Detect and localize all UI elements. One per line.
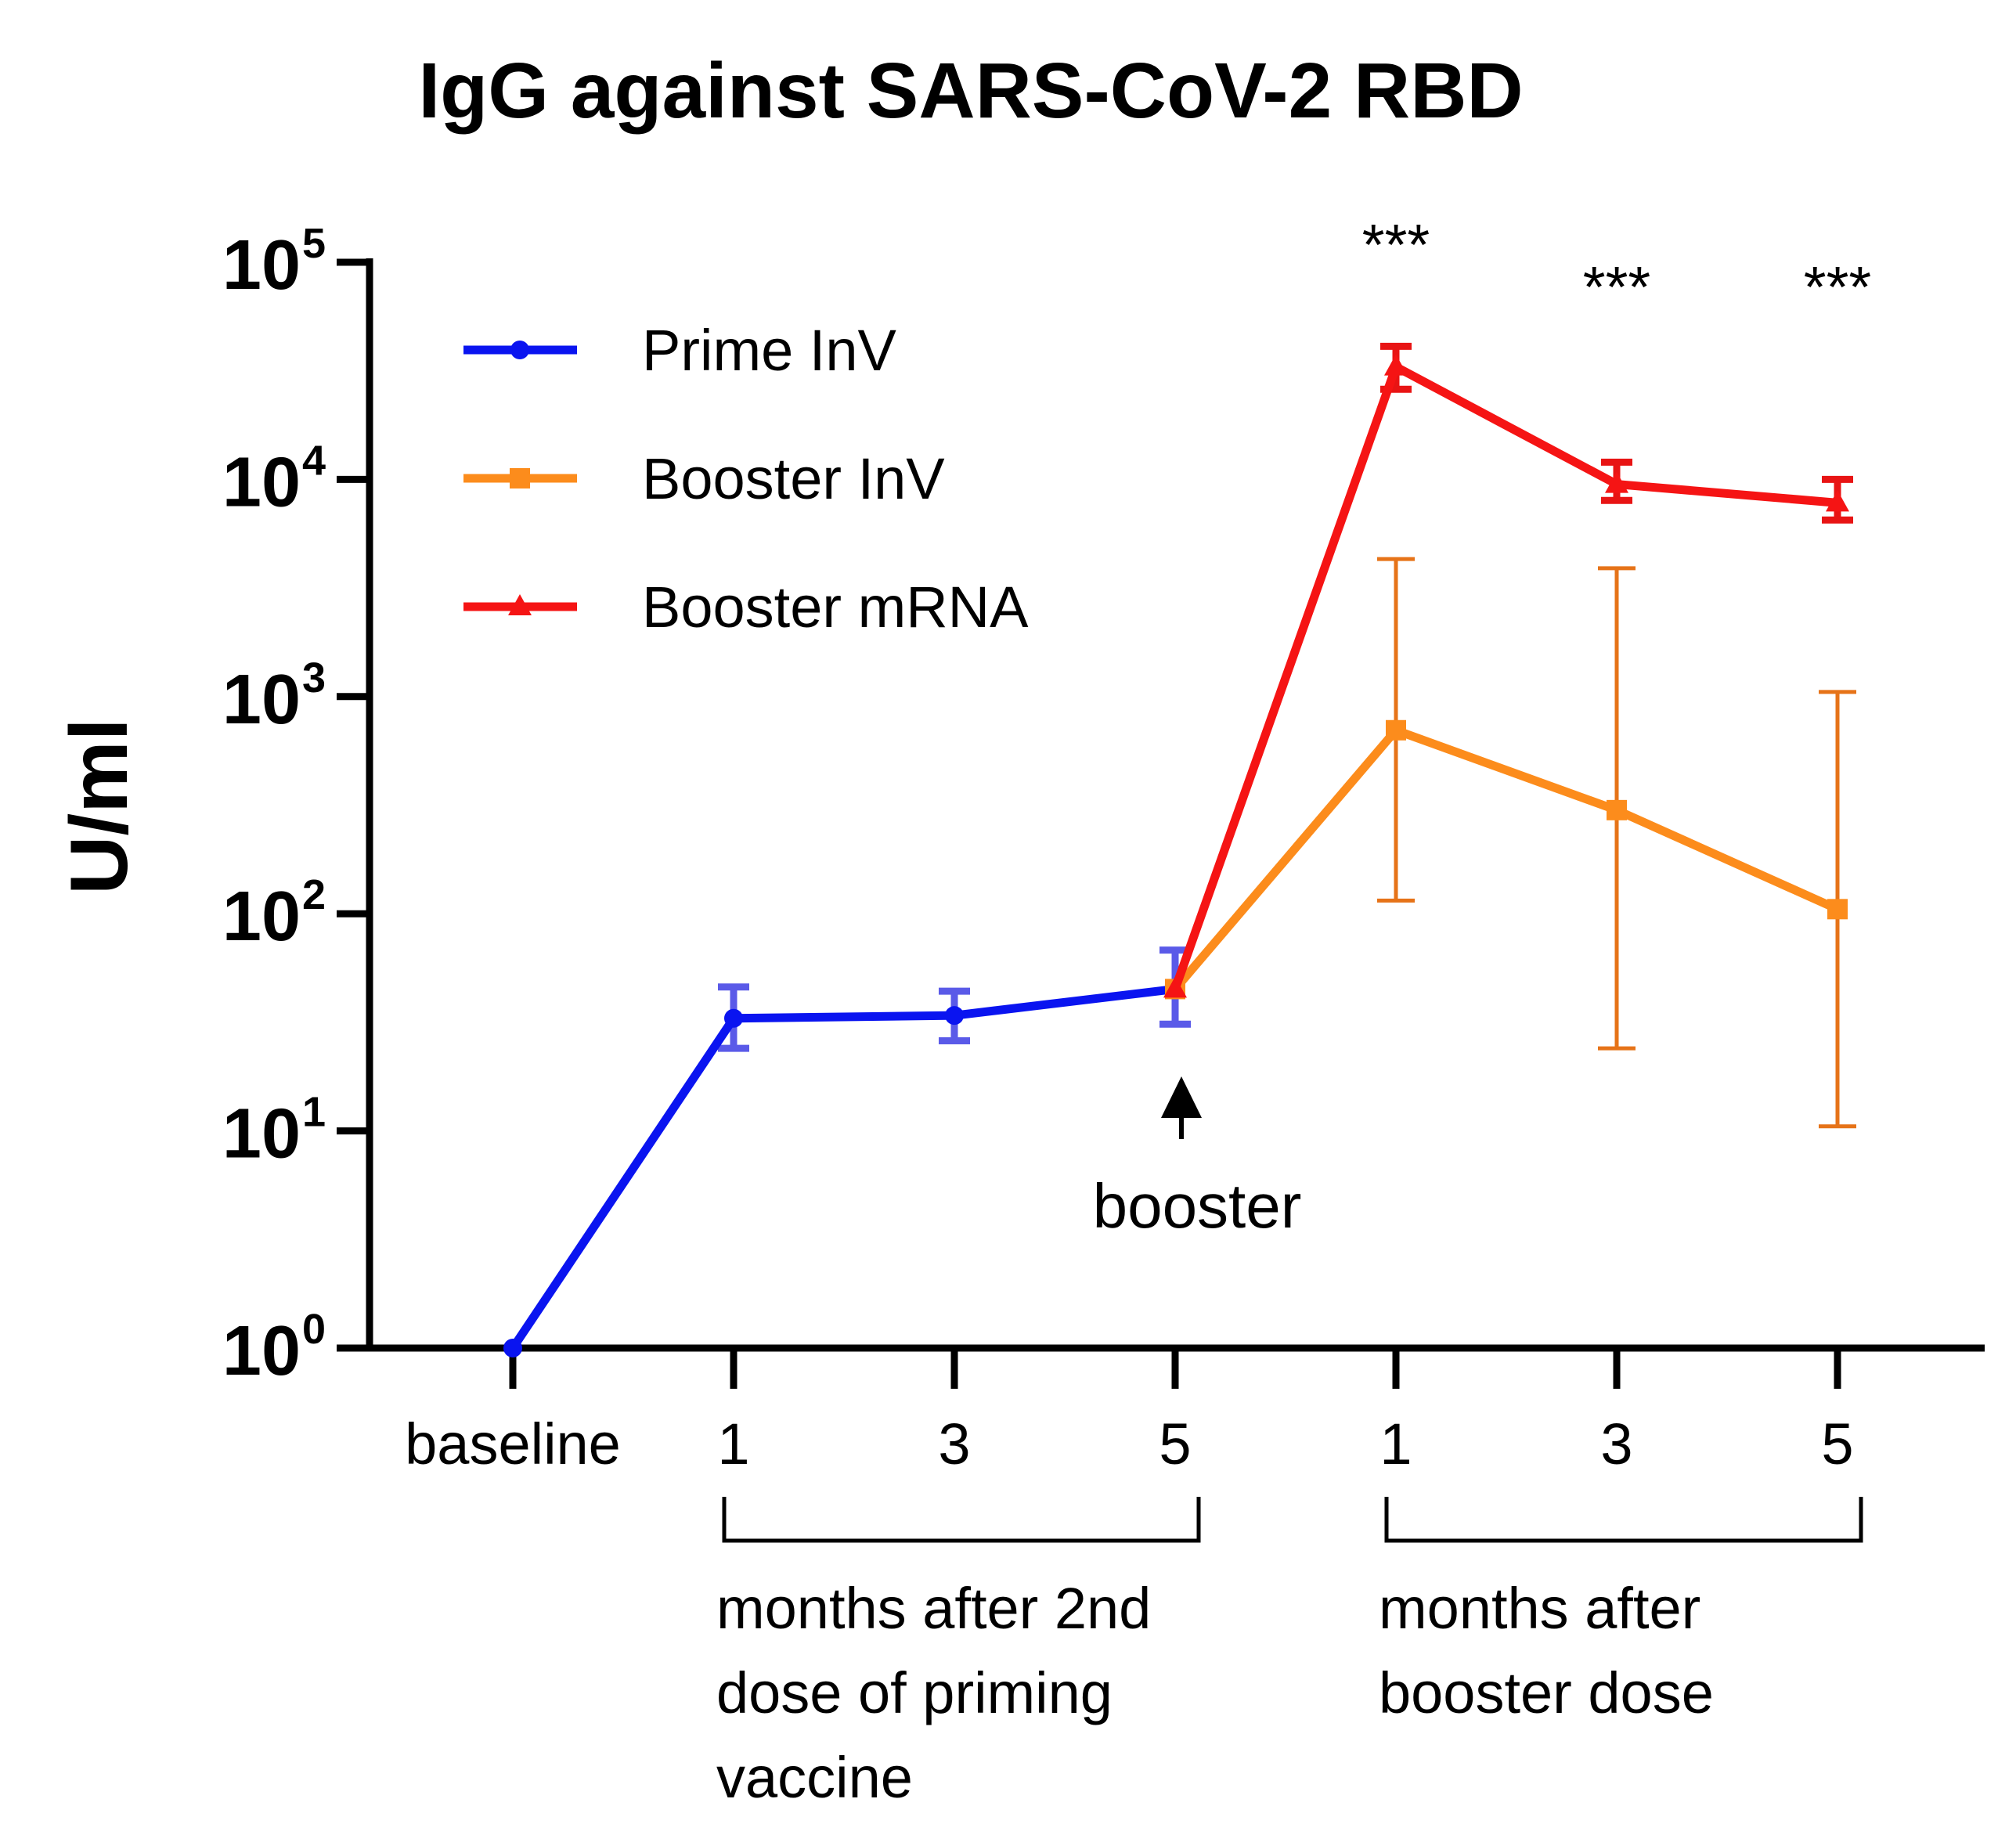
data-point [724, 1008, 743, 1028]
y-axis-label: U/ml [54, 718, 145, 894]
legend-swatch-marker [510, 341, 529, 359]
legend-swatch-marker [510, 468, 530, 488]
data-point [1826, 490, 1849, 512]
y-tick-label: 10 [222, 443, 301, 521]
legend-swatch-marker [508, 594, 532, 615]
y-tick-exponent: 2 [302, 871, 326, 918]
data-point [1827, 899, 1848, 920]
legend-item: Prime InV [463, 318, 897, 383]
significance-marker: *** [1362, 212, 1430, 277]
x-group-label: months after [1379, 1576, 1700, 1641]
data-point [1163, 976, 1187, 998]
booster-arrow-head [1161, 1076, 1202, 1118]
data-point [1384, 354, 1408, 376]
significance-marker: *** [1583, 254, 1650, 319]
series-line [509, 984, 1176, 1351]
y-tick-exponent: 0 [302, 1306, 326, 1353]
series-line [1171, 726, 1840, 992]
series-booster-inv [1165, 557, 1856, 1129]
y-tick-label: 10 [222, 226, 301, 305]
x-tick-label: 1 [717, 1411, 749, 1476]
x-tick-label: 1 [1379, 1411, 1412, 1476]
data-point [1605, 471, 1628, 493]
y-tick-label: 10 [222, 1312, 301, 1390]
bracket-line [1384, 1497, 1863, 1543]
legend-item: Booster mRNA [463, 575, 1029, 640]
legend-label: Prime InV [642, 318, 897, 383]
booster-label: booster [1093, 1171, 1302, 1241]
x-group-label: booster dose [1379, 1660, 1714, 1725]
legend-label: Booster InV [642, 446, 945, 511]
bracket-line [722, 1497, 1201, 1543]
x-tick-label: 5 [1821, 1411, 1853, 1476]
y-tick-exponent: 3 [302, 654, 326, 701]
legend: Prime InV Booster InV Booster mRNA [463, 318, 1029, 640]
x-group-label: vaccine [716, 1745, 913, 1810]
y-tick-exponent: 1 [302, 1089, 326, 1136]
legend-item: Booster InV [463, 446, 945, 511]
y-tick-exponent: 4 [302, 437, 326, 484]
y-tick-label: 10 [222, 878, 301, 956]
x-group-bracket: months after booster dose [1379, 1497, 1863, 1725]
series-booster-mrna [1163, 342, 1853, 998]
booster-annotation: booster [1093, 1076, 1302, 1241]
data-point [945, 1006, 964, 1026]
data-point [503, 1339, 522, 1357]
x-tick-label: baseline [405, 1411, 621, 1476]
y-tick-label: 10 [222, 1095, 301, 1173]
significance-marker: *** [1804, 254, 1871, 319]
y-tick-label: 10 [222, 661, 301, 739]
y-tick-exponent: 5 [302, 220, 326, 267]
data-point [1386, 719, 1406, 741]
x-tick-label: 3 [1600, 1411, 1632, 1476]
x-group-bracket: months after 2nd dose of priming vaccine [716, 1497, 1201, 1810]
x-group-label: dose of priming [716, 1660, 1113, 1725]
x-group-label: months after 2nd [716, 1576, 1151, 1641]
legend-label: Booster mRNA [642, 575, 1029, 640]
series-prime-inv [503, 946, 1191, 1357]
chart-title: IgG against SARS-CoV-2 RBD [418, 47, 1523, 135]
series-line [1170, 362, 1838, 991]
data-point [1607, 799, 1627, 820]
x-tick-label: 5 [1159, 1411, 1191, 1476]
x-tick-label: 3 [938, 1411, 970, 1476]
